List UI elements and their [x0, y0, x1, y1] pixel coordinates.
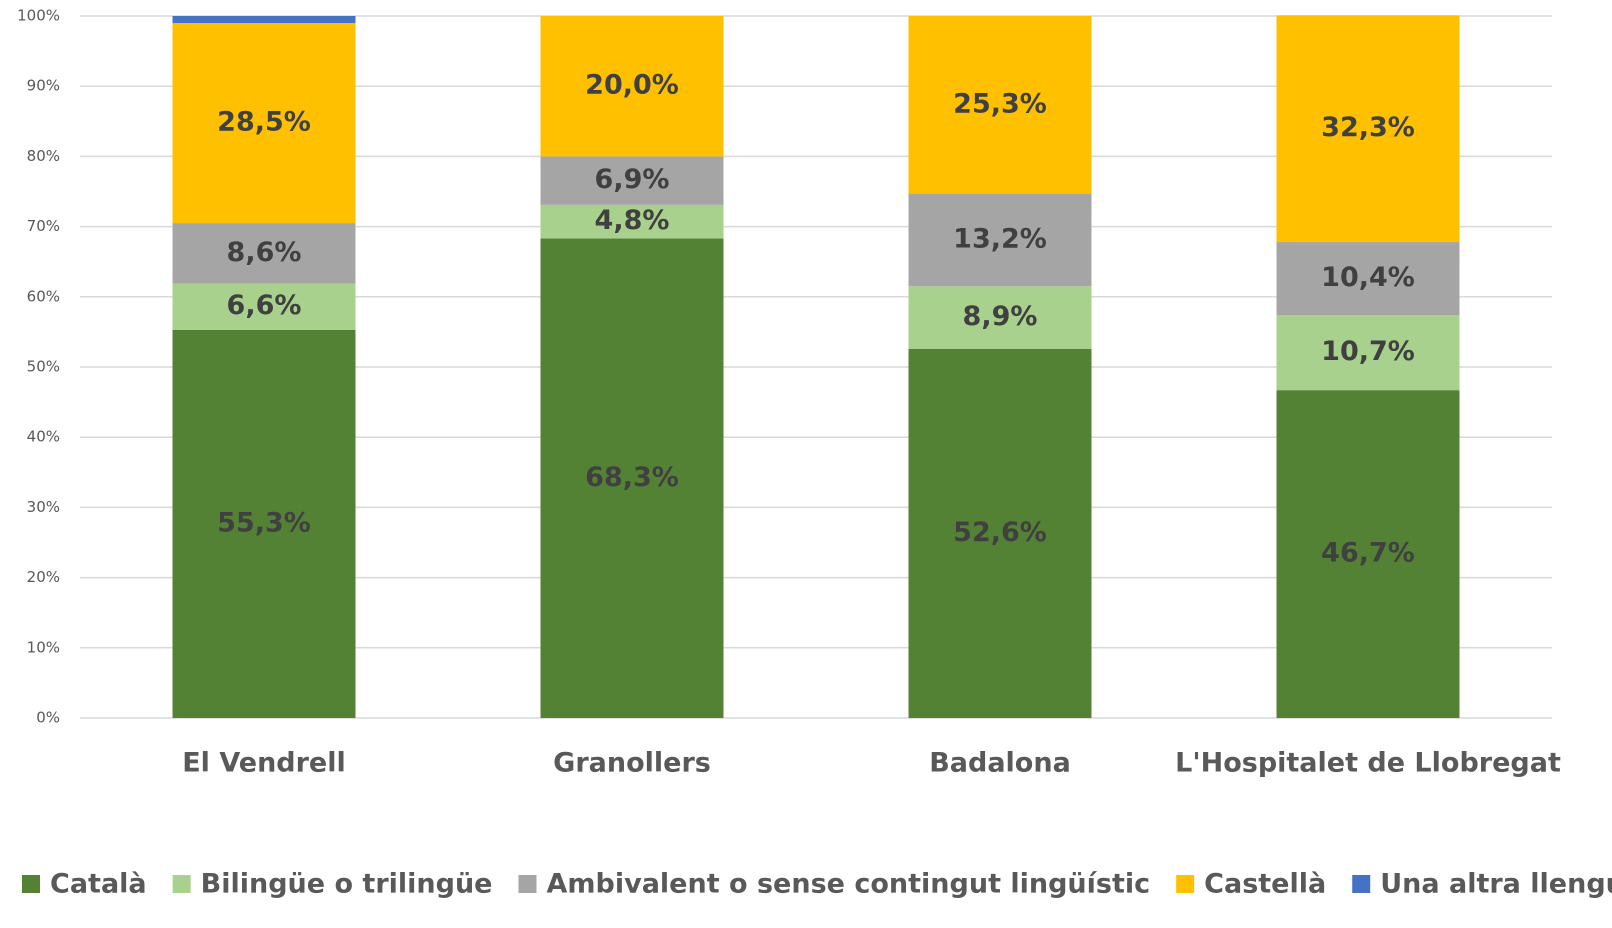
- x-tick-label: Badalona: [929, 748, 1071, 779]
- data-label: 52,6%: [953, 517, 1047, 548]
- data-label: 8,9%: [963, 301, 1038, 332]
- data-label: 10,4%: [1321, 262, 1415, 293]
- legend-swatch: [1176, 875, 1195, 893]
- bar-segment: [908, 193, 1092, 287]
- legend-label: Castellà: [1204, 869, 1326, 900]
- legend-swatch: [172, 875, 191, 893]
- bar-segment: [908, 16, 1092, 194]
- y-tick-label: 90%: [27, 77, 60, 95]
- y-tick-label: 10%: [27, 638, 60, 656]
- y-tick-label: 20%: [27, 568, 60, 586]
- data-label: 32,3%: [1321, 112, 1415, 143]
- y-tick-label: 40%: [27, 428, 60, 446]
- bar-segment: [1276, 15, 1460, 243]
- legend-label: Bilingüe o trilingüe: [201, 869, 493, 900]
- legend-label: Una altra llengua: [1380, 869, 1612, 900]
- legend-swatch: [1352, 875, 1371, 893]
- data-label: 68,3%: [585, 462, 679, 493]
- data-label: 28,5%: [217, 107, 311, 138]
- data-label: 25,3%: [953, 88, 1047, 119]
- y-tick-label: 100%: [17, 7, 60, 25]
- bar-segment: [172, 283, 356, 330]
- bar-segment: [1276, 315, 1460, 391]
- data-label: 6,9%: [595, 164, 670, 195]
- data-label: 8,6%: [227, 237, 302, 268]
- bar-segment: [540, 156, 724, 205]
- y-tick-label: 80%: [27, 147, 60, 165]
- bar-segment: [908, 348, 1092, 718]
- legend-swatch: [518, 875, 537, 893]
- x-tick-label: Granollers: [553, 748, 711, 779]
- y-tick-label: 70%: [27, 217, 60, 235]
- data-label: 55,3%: [217, 507, 311, 538]
- bar-segment: [172, 329, 356, 718]
- x-tick-label: L'Hospitalet de Llobregat: [1175, 748, 1561, 779]
- bar-segment: [1276, 390, 1460, 718]
- bar-segment: [540, 238, 724, 718]
- bar-segment: [1276, 242, 1460, 316]
- data-label: 20,0%: [585, 70, 679, 101]
- legend-swatch: [22, 875, 40, 893]
- data-label: 46,7%: [1321, 538, 1415, 569]
- data-label: 6,6%: [227, 290, 302, 321]
- bar-segment: [172, 223, 356, 284]
- bar-segment: [908, 286, 1092, 349]
- data-label: 4,8%: [595, 205, 670, 236]
- data-label: 13,2%: [953, 223, 1047, 254]
- legend-label: Català: [50, 869, 147, 900]
- legend-label: Ambivalent o sense contingut lingüístic: [547, 869, 1151, 900]
- y-tick-label: 60%: [27, 287, 60, 305]
- bar-segment: [540, 204, 724, 239]
- y-tick-label: 0%: [36, 709, 60, 727]
- y-tick-label: 30%: [27, 498, 60, 516]
- bar-segment: [540, 16, 724, 157]
- x-tick-label: El Vendrell: [182, 748, 346, 779]
- data-label: 10,7%: [1321, 336, 1415, 367]
- y-tick-label: 50%: [27, 358, 60, 376]
- bar-segment: [172, 16, 356, 24]
- bar-segment: [172, 23, 356, 224]
